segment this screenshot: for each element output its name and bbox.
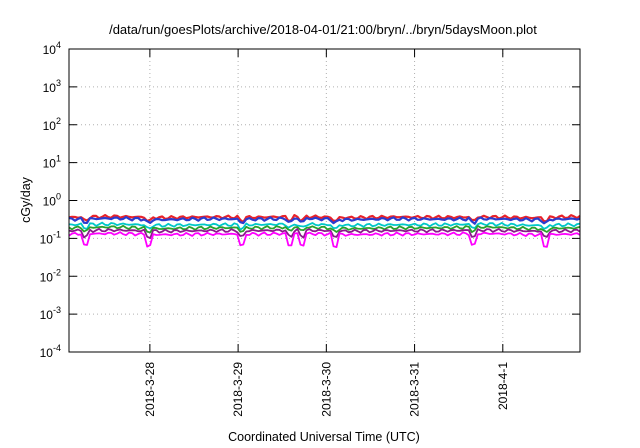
y-tick-label: 10-4 (40, 343, 61, 360)
y-tick-label: 101 (43, 154, 61, 171)
y-tick-label: 10-2 (40, 267, 61, 284)
x-axis-label: Coordinated Universal Time (UTC) (228, 430, 420, 444)
x-tick-label: 2018-3-29 (231, 362, 245, 417)
series-line (68, 231, 581, 249)
y-tick-label: 102 (43, 116, 61, 133)
series-line (68, 224, 581, 234)
x-tick-label: 2018-3-30 (319, 362, 333, 417)
y-axis-label: cGy/day (19, 176, 33, 223)
series-line (68, 227, 581, 240)
y-tick-label: 10-3 (40, 305, 61, 322)
series-line (68, 221, 581, 231)
series-lines (68, 214, 581, 249)
y-axis: 10-4 10-3 10-2 10-1 100 101 102 103 104 (40, 40, 580, 360)
x-tick-label: 2018-3-31 (408, 362, 422, 417)
x-tick-label: 2018-3-28 (143, 362, 157, 417)
chart-title: /data/run/goesPlots/archive/2018-04-01/2… (109, 22, 537, 37)
y-tick-label: 100 (43, 192, 61, 209)
series-line (68, 216, 581, 225)
y-tick-label: 103 (43, 78, 61, 95)
y-tick-label: 104 (43, 40, 61, 57)
x-tick-label: 2018-4-1 (496, 362, 510, 410)
series-line (68, 214, 581, 224)
grid (69, 49, 580, 352)
x-axis: 2018-3-28 2018-3-29 2018-3-30 2018-3-31 2018… (143, 49, 510, 417)
y-tick-label: 10-1 (40, 229, 61, 246)
